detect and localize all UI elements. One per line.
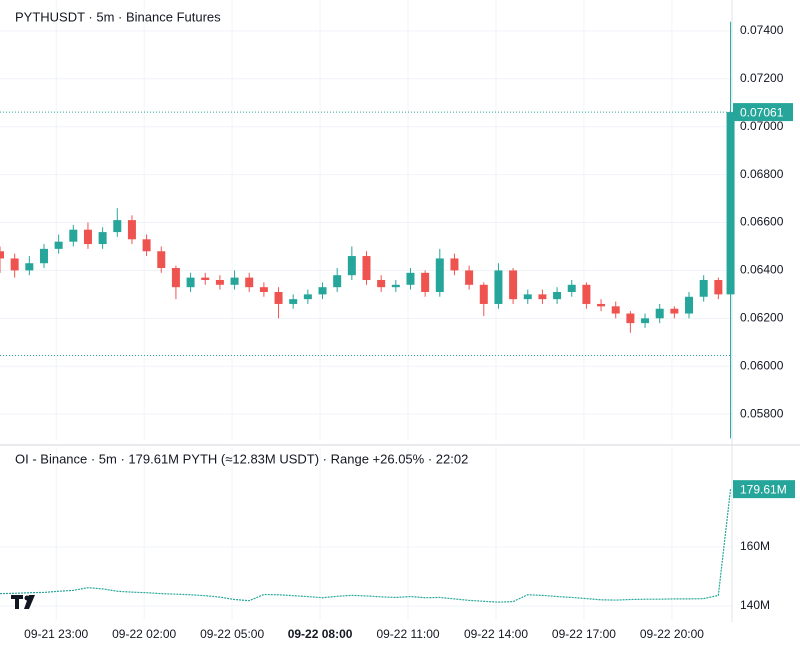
candle-body xyxy=(699,280,708,297)
x-tick-label: 09-22 17:00 xyxy=(552,627,616,641)
x-tick-label: 09-22 11:00 xyxy=(376,627,439,641)
candle-body xyxy=(274,291,283,304)
candle-body xyxy=(142,239,151,252)
price-pane-title: PYTHUSDT · 5m · Binance Futures xyxy=(15,9,221,24)
candle-body xyxy=(259,287,268,292)
y-tick-label: 0.06600 xyxy=(740,215,784,229)
x-tick-label: 09-22 02:00 xyxy=(112,627,176,641)
y-tick-label: 0.06000 xyxy=(740,358,784,372)
tv-logo xyxy=(11,595,35,609)
candle-body xyxy=(215,280,224,285)
last-price-badge xyxy=(733,103,793,122)
candle-body xyxy=(362,256,371,280)
candle-body xyxy=(479,284,488,304)
candle-body xyxy=(509,270,518,300)
oi-pane-title: OI - Binance · 5m · 179.61M PYTH (≈12.83… xyxy=(15,451,468,466)
labels: 0.07400 0.07200 0.07000 0.06800 0.06600 0.064… xyxy=(24,23,795,641)
candle-body xyxy=(553,291,562,300)
candle-body xyxy=(465,270,474,285)
candle-body xyxy=(391,284,400,288)
candle-body xyxy=(25,263,34,271)
candle-body xyxy=(538,294,547,300)
candle-body xyxy=(171,268,180,288)
candle-body xyxy=(377,280,386,288)
candle-body xyxy=(54,241,63,249)
y-tick-label: 0.07400 xyxy=(740,23,784,37)
candle-body xyxy=(39,248,48,264)
candle-body xyxy=(303,294,312,300)
marks xyxy=(0,21,735,603)
candle-body xyxy=(113,220,122,233)
candle-body xyxy=(0,251,4,259)
candle-body xyxy=(597,303,606,307)
x-tick-label: 09-22 05:00 xyxy=(200,627,264,641)
candle-body xyxy=(641,318,650,324)
candle-body xyxy=(230,277,239,285)
y-tick-label: 160M xyxy=(740,539,770,553)
candle-body xyxy=(714,280,723,295)
y-tick-label: 0.07200 xyxy=(740,71,784,85)
y-tick-label: 0.05800 xyxy=(740,406,784,420)
candle-body xyxy=(523,294,532,300)
candle-body xyxy=(10,258,19,271)
x-tick-label: 09-22 20:00 xyxy=(640,627,704,641)
candle-body xyxy=(685,296,694,314)
y-tick-label: 0.07000 xyxy=(740,119,784,133)
candle-body xyxy=(406,272,415,285)
candle-body xyxy=(726,112,735,295)
candle-body xyxy=(127,220,136,240)
x-tick-label: 09-21 23:00 xyxy=(24,627,88,641)
x-tick-label: 09-22 14:00 xyxy=(464,627,528,641)
candle-body xyxy=(435,258,444,292)
candle-body xyxy=(494,270,503,304)
candle-body xyxy=(98,232,107,245)
candle-body xyxy=(289,299,298,304)
x-tick-label: 09-22 08:00 xyxy=(288,627,353,641)
candle-body xyxy=(318,287,327,295)
last-price-label: 0.07061 xyxy=(740,105,784,119)
candle-body xyxy=(245,277,254,288)
candle-body xyxy=(333,275,342,288)
y-tick-label: 140M xyxy=(740,598,770,612)
candle-body xyxy=(450,258,459,271)
candle-body xyxy=(655,308,664,319)
y-tick-label: 0.06200 xyxy=(740,310,784,324)
last-value-label: 179.61M xyxy=(740,482,787,496)
last-value-badge xyxy=(733,480,795,499)
candle-body xyxy=(567,284,576,292)
candle-body xyxy=(83,229,92,245)
candle-body xyxy=(582,284,591,304)
candle-body xyxy=(421,272,430,292)
candle-body xyxy=(347,256,356,276)
candle-body xyxy=(626,313,635,324)
grid xyxy=(0,0,732,620)
y-tick-label: 0.06400 xyxy=(740,263,784,277)
y-tick-label: 0.06800 xyxy=(740,167,784,181)
candle-body xyxy=(186,277,195,288)
candle-body xyxy=(157,251,166,269)
candle-body xyxy=(611,306,620,314)
candle-body xyxy=(670,308,679,314)
oi-line xyxy=(0,489,732,603)
candle-body xyxy=(69,229,78,242)
candle-body xyxy=(201,277,210,280)
